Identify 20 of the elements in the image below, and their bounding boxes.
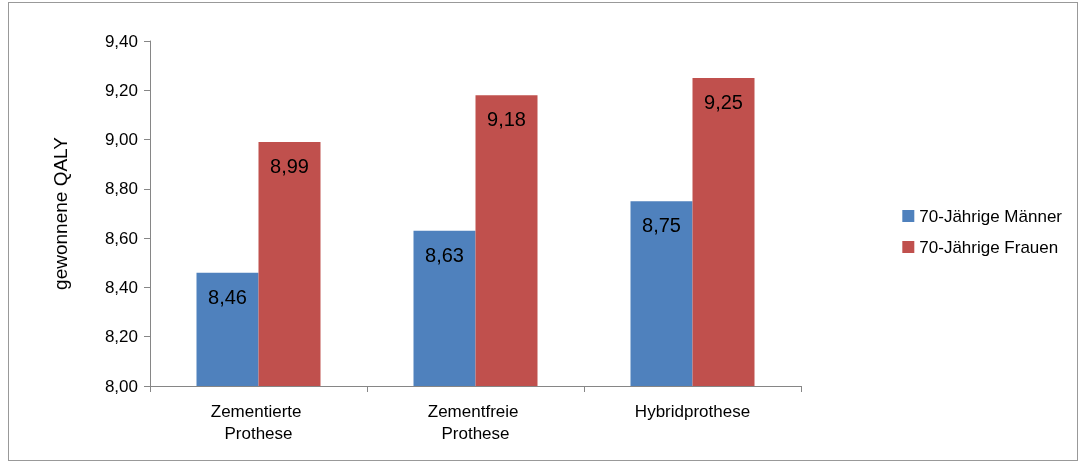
data-label: 9,18 <box>487 108 526 131</box>
y-axis-title: gewonnene QALY <box>50 136 71 290</box>
y-tick-label: 9,00 <box>104 130 138 150</box>
x-tick-label: Hybridprothese <box>634 401 751 421</box>
data-label: 8,46 <box>208 285 247 308</box>
y-tick-label: 8,20 <box>104 327 138 347</box>
legend-label: 70-Jährige Männer <box>919 206 1063 226</box>
x-tick-label: Zementierte Prothese <box>210 401 307 443</box>
y-tick-label: 9,40 <box>104 31 138 51</box>
y-tick-label: 8,60 <box>104 228 138 248</box>
data-label: 8,99 <box>270 155 309 178</box>
x-tick-label: Zementfreie Prothese <box>427 401 524 443</box>
data-label: 8,75 <box>642 214 681 237</box>
data-label: 9,25 <box>704 90 743 113</box>
y-tick-label: 8,80 <box>104 179 138 199</box>
y-tick-label: 8,00 <box>104 376 138 396</box>
data-label: 8,63 <box>425 243 464 266</box>
y-tick-label: 9,20 <box>104 80 138 100</box>
y-tick-label: 8,40 <box>104 277 138 297</box>
legend-label: 70-Jährige Frauen <box>919 237 1059 257</box>
